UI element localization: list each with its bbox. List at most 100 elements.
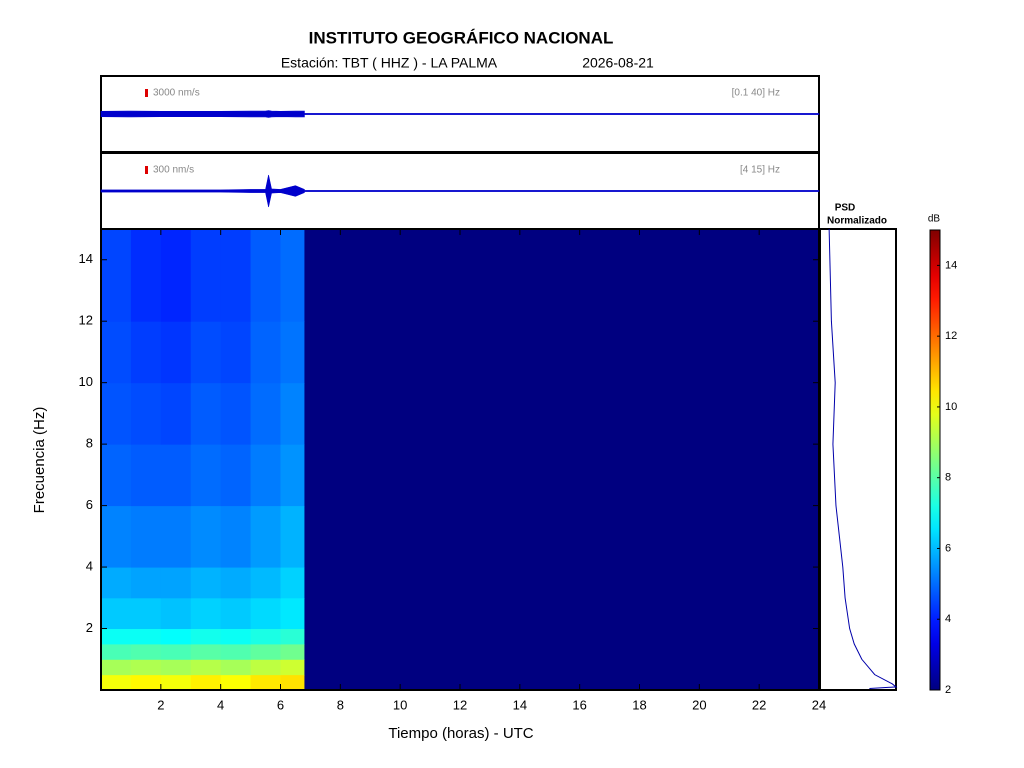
scale-bar [145,89,148,97]
y-tick-label: 10 [79,374,93,389]
colorbar-tick-label: 8 [945,472,951,484]
heatmap-cell [304,597,820,630]
colorbar-tick-label: 4 [945,613,951,625]
heatmap-cell [160,505,192,568]
heatmap-cell [101,643,132,660]
heatmap-cell [101,444,132,507]
heatmap-cell [101,674,132,691]
heatmap-cell [220,321,252,384]
x-axis-label: Tiempo (horas) - UTC [388,725,533,742]
colorbar-tick-label: 10 [945,401,957,413]
heatmap-cell [280,567,305,599]
heatmap-cell [190,674,222,691]
x-tick-label: 6 [277,697,284,712]
psd-subtitle: Normalizado [827,216,887,227]
heatmap-cell [220,229,252,322]
heatmap-cell [130,659,162,676]
x-tick-label: 24 [812,697,826,712]
heatmap-cell [130,229,162,322]
heatmap-cell [160,597,192,630]
x-tick-label: 16 [572,697,586,712]
heatmap-cell [160,229,192,322]
heatmap-cell [250,444,281,507]
heatmap-cell [160,444,192,507]
heatmap-cell [130,444,162,507]
heatmap-cell [160,321,192,384]
psd-frame [819,228,897,691]
heatmap-cell [220,444,252,507]
heatmap-cell [250,505,281,568]
y-tick-label: 2 [86,620,93,635]
heatmap-cell [101,382,132,445]
heatmap-cell [190,659,222,676]
colorbar-tick-label: 6 [945,542,951,554]
heatmap-cell [130,567,162,599]
heatmap-cell [220,567,252,599]
band-label: [0.1 40] Hz [732,88,780,99]
heatmap-cell [220,659,252,676]
heatmap-cell [101,597,132,630]
scale-bar [145,166,148,174]
heatmap-cell [130,321,162,384]
heatmap-cell [250,659,281,676]
heatmap-cell [190,229,222,322]
heatmap-cell [190,382,222,445]
x-tick-label: 14 [513,697,527,712]
heatmap-cell [304,643,820,660]
y-tick-label: 8 [86,436,93,451]
heatmap-cell [130,643,162,660]
heatmap-cell [190,643,222,660]
heatmap-cell [220,628,252,645]
x-tick-label: 12 [453,697,467,712]
heatmap-cell [304,382,820,445]
heatmap-cell [101,505,132,568]
station: Estación: TBT ( HHZ ) - LA PALMA [281,55,498,71]
psd-line [828,228,898,689]
heatmap-cell [220,382,252,445]
heatmap-cell [160,674,192,691]
heatmap-cell [190,505,222,568]
heatmap-cell [190,444,222,507]
heatmap-cell [130,505,162,568]
x-tick-label: 22 [752,697,766,712]
heatmap-cell [250,628,281,645]
heatmap-cell [304,674,820,691]
x-tick-label: 20 [692,697,706,712]
heatmap-cell [280,597,305,630]
heatmap-cell [220,643,252,660]
x-tick-label: 8 [337,697,344,712]
heatmap-cell [101,229,132,322]
heatmap-cell [280,505,305,568]
heatmap-cell [160,628,192,645]
heatmap-cell [250,674,281,691]
x-tick-label: 2 [157,697,164,712]
heatmap-cell [160,659,192,676]
heatmap-cell [250,643,281,660]
heatmap-cell [304,505,820,568]
heatmap-cell [101,567,132,599]
scale-label: 300 nm/s [153,165,194,176]
heatmap-cell [280,674,305,691]
colorbar-label: dB [928,214,941,225]
heatmap-cell [101,659,132,676]
heatmap-cell [220,505,252,568]
heatmap-cell [130,597,162,630]
heatmap-cell [250,229,281,322]
date: 2026-08-21 [582,55,654,71]
y-tick-label: 12 [79,313,93,328]
y-tick-label: 6 [86,497,93,512]
heatmap-cell [280,444,305,507]
heatmap-cell [280,628,305,645]
heatmap-cell [280,229,305,322]
heatmap-cell [130,674,162,691]
y-axis-label: Frecuencia (Hz) [31,407,48,514]
x-tick-label: 10 [393,697,407,712]
heatmap-cell [220,674,252,691]
heatmap-cell [190,597,222,630]
heatmap-cell [304,321,820,384]
heatmap-cell [280,659,305,676]
heatmap-cell [250,597,281,630]
heatmap-cell [280,321,305,384]
